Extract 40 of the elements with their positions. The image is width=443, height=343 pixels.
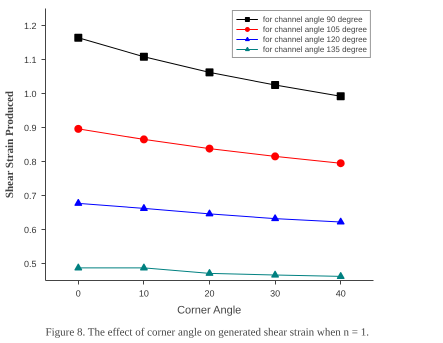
y-axis-title: Shear Strain Produced xyxy=(4,91,16,198)
point xyxy=(336,272,345,279)
y-tick-label: 1.0 xyxy=(24,89,37,99)
legend-label: for channel angle 105 degree xyxy=(262,24,367,34)
y-tick-label: 0.7 xyxy=(24,191,37,201)
point xyxy=(206,268,214,276)
point xyxy=(206,144,214,153)
x-tick-label: 0 xyxy=(76,288,81,298)
point xyxy=(74,124,82,133)
point xyxy=(336,92,345,100)
y-tick-label: 1.1 xyxy=(24,55,37,65)
y-tick-label: 1.2 xyxy=(24,21,37,31)
point xyxy=(206,68,214,76)
point xyxy=(140,135,148,144)
caption: Figure 8. The effect of corner angle on generated shear strain when n = 1. xyxy=(46,326,370,338)
point xyxy=(74,198,82,206)
x-tick-label: 40 xyxy=(336,288,346,298)
point xyxy=(336,217,345,225)
legend-label: for channel angle 120 degree xyxy=(262,34,367,44)
point xyxy=(140,204,148,211)
y-tick-label: 0.8 xyxy=(24,157,37,167)
point xyxy=(74,263,82,270)
x-tick-label: 10 xyxy=(138,288,149,298)
y-tick-label: 0.5 xyxy=(24,259,37,269)
point xyxy=(271,214,280,222)
point xyxy=(140,263,148,270)
y-tick-label: 0.9 xyxy=(24,123,37,133)
point xyxy=(206,209,214,216)
legend-label: for channel angle 135 degree xyxy=(262,44,367,54)
point xyxy=(271,270,280,278)
legend-label: for channel angle 90 degree xyxy=(262,14,363,24)
point xyxy=(336,159,345,168)
point xyxy=(74,34,82,42)
point xyxy=(271,81,280,89)
x-axis-title: Corner Angle xyxy=(177,304,242,316)
y-tick-label: 0.6 xyxy=(24,225,37,235)
x-tick-label: 30 xyxy=(270,288,280,298)
x-tick-label: 20 xyxy=(204,288,215,298)
point xyxy=(271,152,280,160)
point xyxy=(140,52,148,61)
